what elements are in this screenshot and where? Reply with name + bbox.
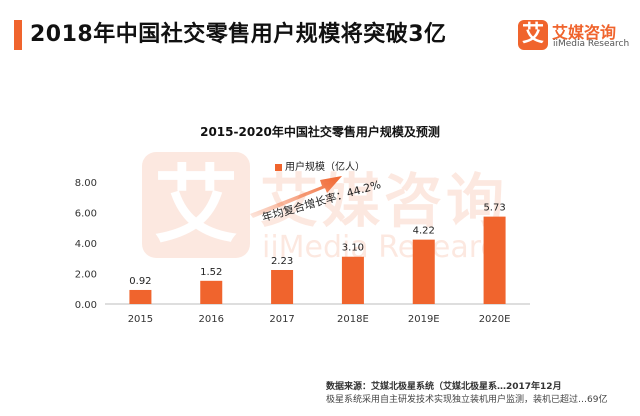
- method-line: 极星系统采用自主研发技术实现独立装机用户监测，装机已超过…69亿: [326, 395, 608, 405]
- x-tick-label: 2017: [269, 314, 294, 325]
- bar-value-label: 0.92: [129, 276, 151, 287]
- x-tick-label: 2019E: [408, 314, 440, 325]
- watermark-name-cn: 艾媒咨询: [260, 167, 509, 235]
- bar: [412, 239, 435, 304]
- bar: [341, 256, 364, 304]
- y-tick-label: 8.00: [75, 178, 97, 189]
- chart-legend: 用户规模（亿人）: [275, 158, 365, 173]
- legend-swatch: [275, 163, 282, 171]
- bar-value-label: 2.23: [271, 256, 293, 267]
- x-tick-label: 2016: [199, 314, 224, 325]
- source-footnote: 数据来源：艾媒北极星系统（艾媒北极星系…2017年12月 极星系统采用自主研发技…: [326, 381, 636, 407]
- x-tick-label: 2020E: [479, 314, 511, 325]
- brand-name-en: iiMedia Research: [553, 39, 630, 49]
- bar-value-label: 3.10: [342, 243, 364, 254]
- brand-name-cn: 艾媒咨询: [552, 23, 617, 42]
- bar: [200, 280, 223, 304]
- legend-label: 用户规模（亿人）: [285, 162, 365, 173]
- y-tick-label: 6.00: [75, 209, 97, 220]
- bar: [129, 289, 152, 304]
- bar-value-label: 1.52: [200, 267, 222, 278]
- watermark: 艾 艾媒咨询 iiMedia Researc: [142, 152, 504, 282]
- x-tick-label: 2015: [128, 314, 153, 325]
- bar-value-label: 5.73: [483, 203, 505, 214]
- watermark-name-en: iiMedia Researc: [262, 230, 497, 265]
- y-tick-label: 0.00: [75, 300, 97, 311]
- bar: [483, 216, 506, 304]
- bar: [271, 269, 294, 304]
- y-tick-label: 4.00: [75, 239, 97, 250]
- title-accent-bar: [14, 20, 22, 50]
- x-tick-label: 2018E: [337, 314, 369, 325]
- chart-title: 2015-2020年中国社交零售用户规模及预测: [200, 125, 440, 139]
- source-line: 数据来源：艾媒北极星系统（艾媒北极星系…2017年12月: [326, 382, 562, 392]
- brand-logo-icon: 艾: [518, 20, 548, 50]
- bar-value-label: 4.22: [413, 226, 435, 237]
- brand-logo-block: 艾 艾媒咨询 iiMedia Research: [518, 18, 630, 58]
- y-tick-label: 2.00: [75, 270, 97, 281]
- page-title: 2018年中国社交零售用户规模将突破3亿: [30, 22, 447, 47]
- watermark-logo-icon: 艾: [142, 152, 250, 258]
